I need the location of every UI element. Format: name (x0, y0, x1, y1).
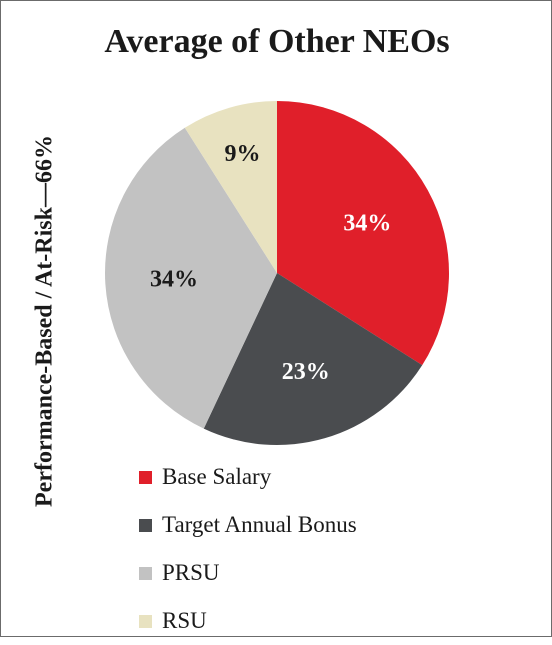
legend-item-rsu: RSU (139, 597, 357, 645)
legend-label: Base Salary (162, 464, 272, 489)
pie-slice-rsu (184, 101, 277, 273)
legend-item-prsu: PRSU (139, 549, 357, 597)
slice-label-prsu: 34% (150, 266, 198, 292)
legend-item-target-annual-bonus: Target Annual Bonus (139, 501, 357, 549)
pie-chart: 34% 23% 34% 9% (105, 101, 449, 445)
legend-label: PRSU (162, 560, 220, 585)
pie-slice-prsu (105, 127, 277, 429)
legend-item-base-salary: Base Salary (139, 453, 357, 501)
pie-slice-target-annual-bonus (203, 273, 423, 445)
legend: Base Salary Target Annual Bonus PRSU RSU (139, 453, 357, 645)
slice-label-base-salary: 34% (343, 210, 391, 236)
slice-label-target-annual-bonus: 23% (282, 359, 330, 385)
legend-label: Target Annual Bonus (162, 512, 357, 537)
legend-label: RSU (162, 608, 207, 633)
legend-swatch (139, 566, 152, 580)
slice-label-rsu: 9% (224, 141, 260, 167)
legend-swatch (139, 470, 152, 484)
legend-swatch (139, 518, 152, 532)
pie-slice-base-salary (277, 101, 449, 366)
chart-title: Average of Other NEOs (104, 23, 450, 60)
legend-swatch (139, 614, 152, 628)
